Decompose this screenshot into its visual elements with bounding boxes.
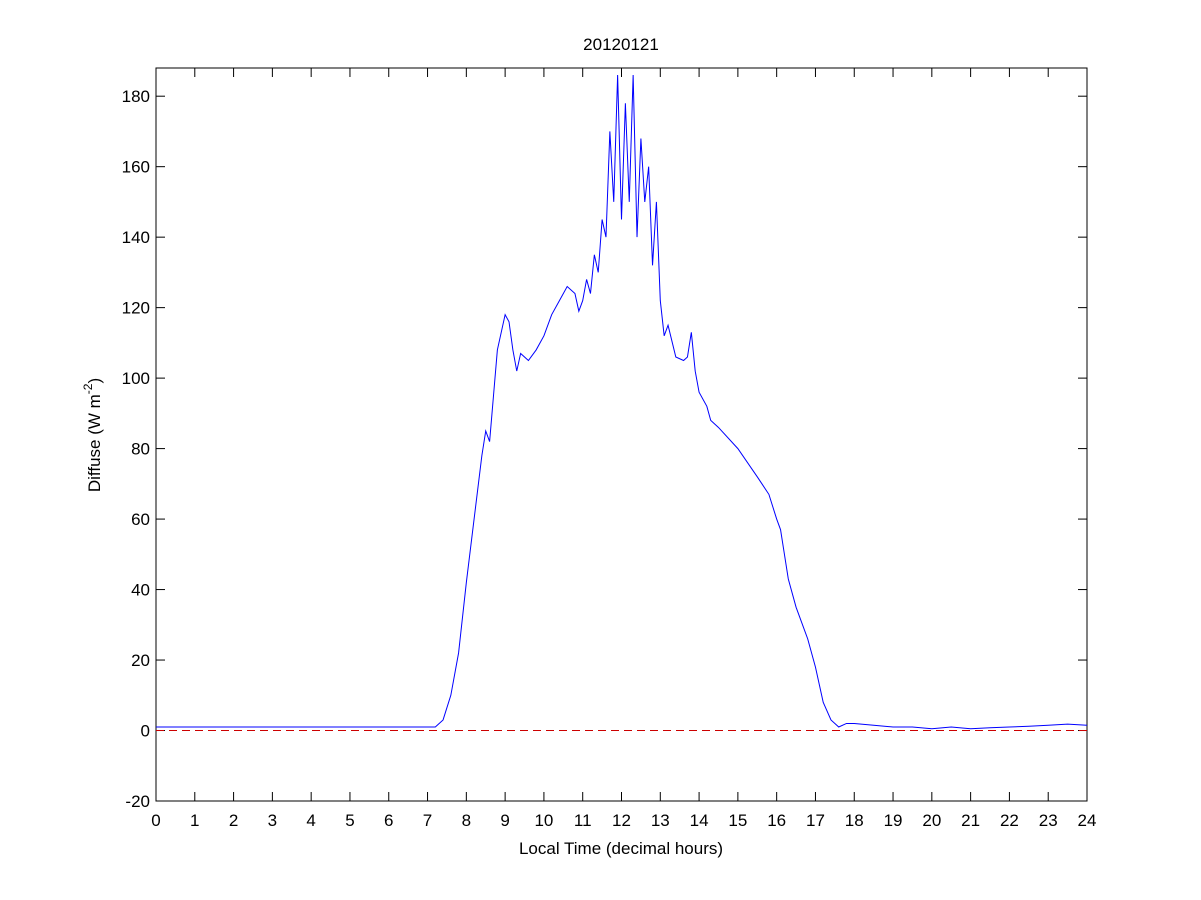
y-tick-label: 20 <box>131 651 150 670</box>
x-tick-label: 2 <box>229 811 238 830</box>
x-tick-label: 7 <box>423 811 432 830</box>
y-axis-label: Diffuse (W m-2) <box>81 378 104 492</box>
y-tick-label: 140 <box>122 228 150 247</box>
x-tick-label: 12 <box>612 811 631 830</box>
x-tick-label: 18 <box>845 811 864 830</box>
y-tick-label: 100 <box>122 369 150 388</box>
y-tick-label: 160 <box>122 158 150 177</box>
x-tick-label: 6 <box>384 811 393 830</box>
data-line <box>156 75 1088 730</box>
y-label-end: ) <box>85 378 104 384</box>
y-tick-label: 120 <box>122 299 150 318</box>
y-tick-label: 0 <box>141 722 150 741</box>
x-tick-label: 19 <box>884 811 903 830</box>
y-label-sup: -2 <box>81 383 95 394</box>
x-tick-label: 10 <box>534 811 553 830</box>
x-axis-label: Local Time (decimal hours) <box>519 839 723 858</box>
x-tick-label: 0 <box>151 811 160 830</box>
x-tick-label: 1 <box>190 811 199 830</box>
x-tick-label: 17 <box>806 811 825 830</box>
y-tick-label: -20 <box>125 792 150 811</box>
x-tick-label: 24 <box>1078 811 1097 830</box>
x-tick-label: 16 <box>767 811 786 830</box>
chart-title: 20120121 <box>583 35 659 54</box>
x-tick-label: 23 <box>1039 811 1058 830</box>
x-tick-label: 11 <box>574 811 592 830</box>
x-tick-label: 13 <box>651 811 670 830</box>
y-tick-label: 180 <box>122 87 150 106</box>
x-tick-label: 22 <box>1000 811 1019 830</box>
y-tick-label: 40 <box>131 581 150 600</box>
x-tick-label: 20 <box>922 811 941 830</box>
y-tick-label: 80 <box>131 440 150 459</box>
x-tick-label: 5 <box>345 811 354 830</box>
y-label-text: Diffuse (W m <box>85 394 104 492</box>
x-tick-label: 9 <box>500 811 509 830</box>
x-tick-label: 4 <box>306 811 315 830</box>
x-tick-label: 3 <box>268 811 277 830</box>
x-tick-label: 14 <box>690 811 709 830</box>
plot-area <box>155 67 1088 802</box>
y-tick-label: 60 <box>131 510 150 529</box>
x-tick-label: 8 <box>462 811 471 830</box>
x-tick-label: 21 <box>961 811 980 830</box>
x-tick-label: 15 <box>728 811 747 830</box>
